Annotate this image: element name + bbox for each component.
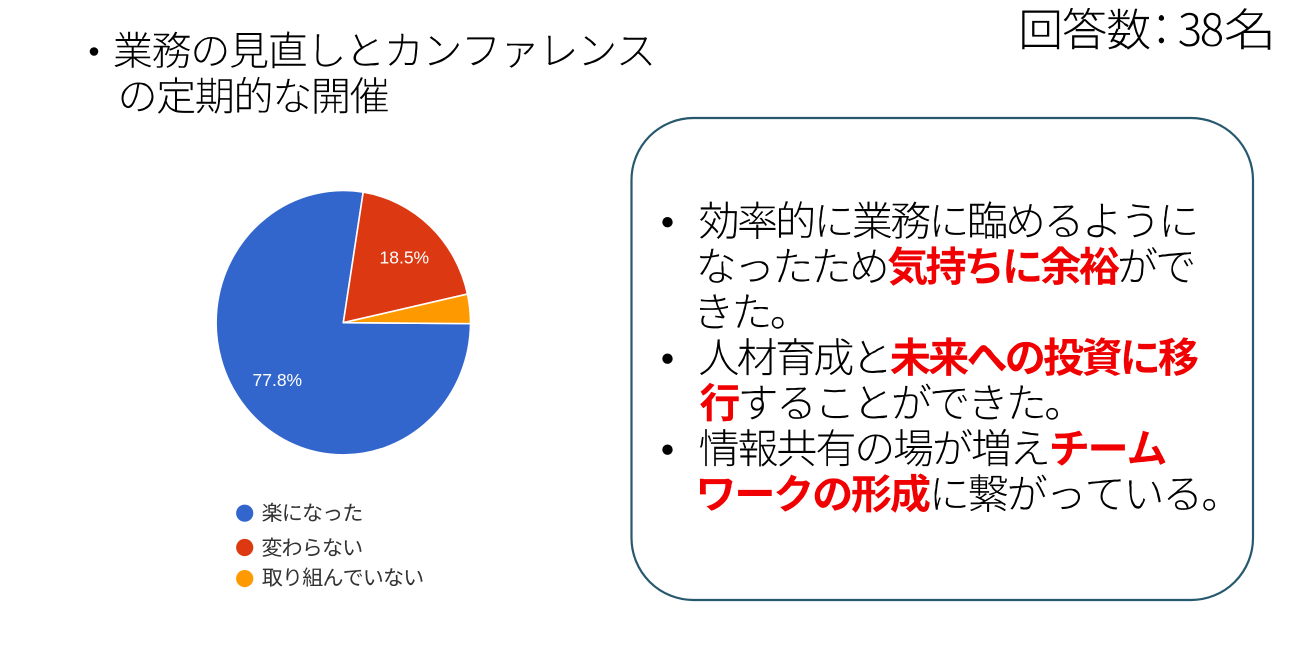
svg-text:77.8%: 77.8% bbox=[253, 370, 303, 390]
svg-text:18.5%: 18.5% bbox=[380, 248, 430, 268]
